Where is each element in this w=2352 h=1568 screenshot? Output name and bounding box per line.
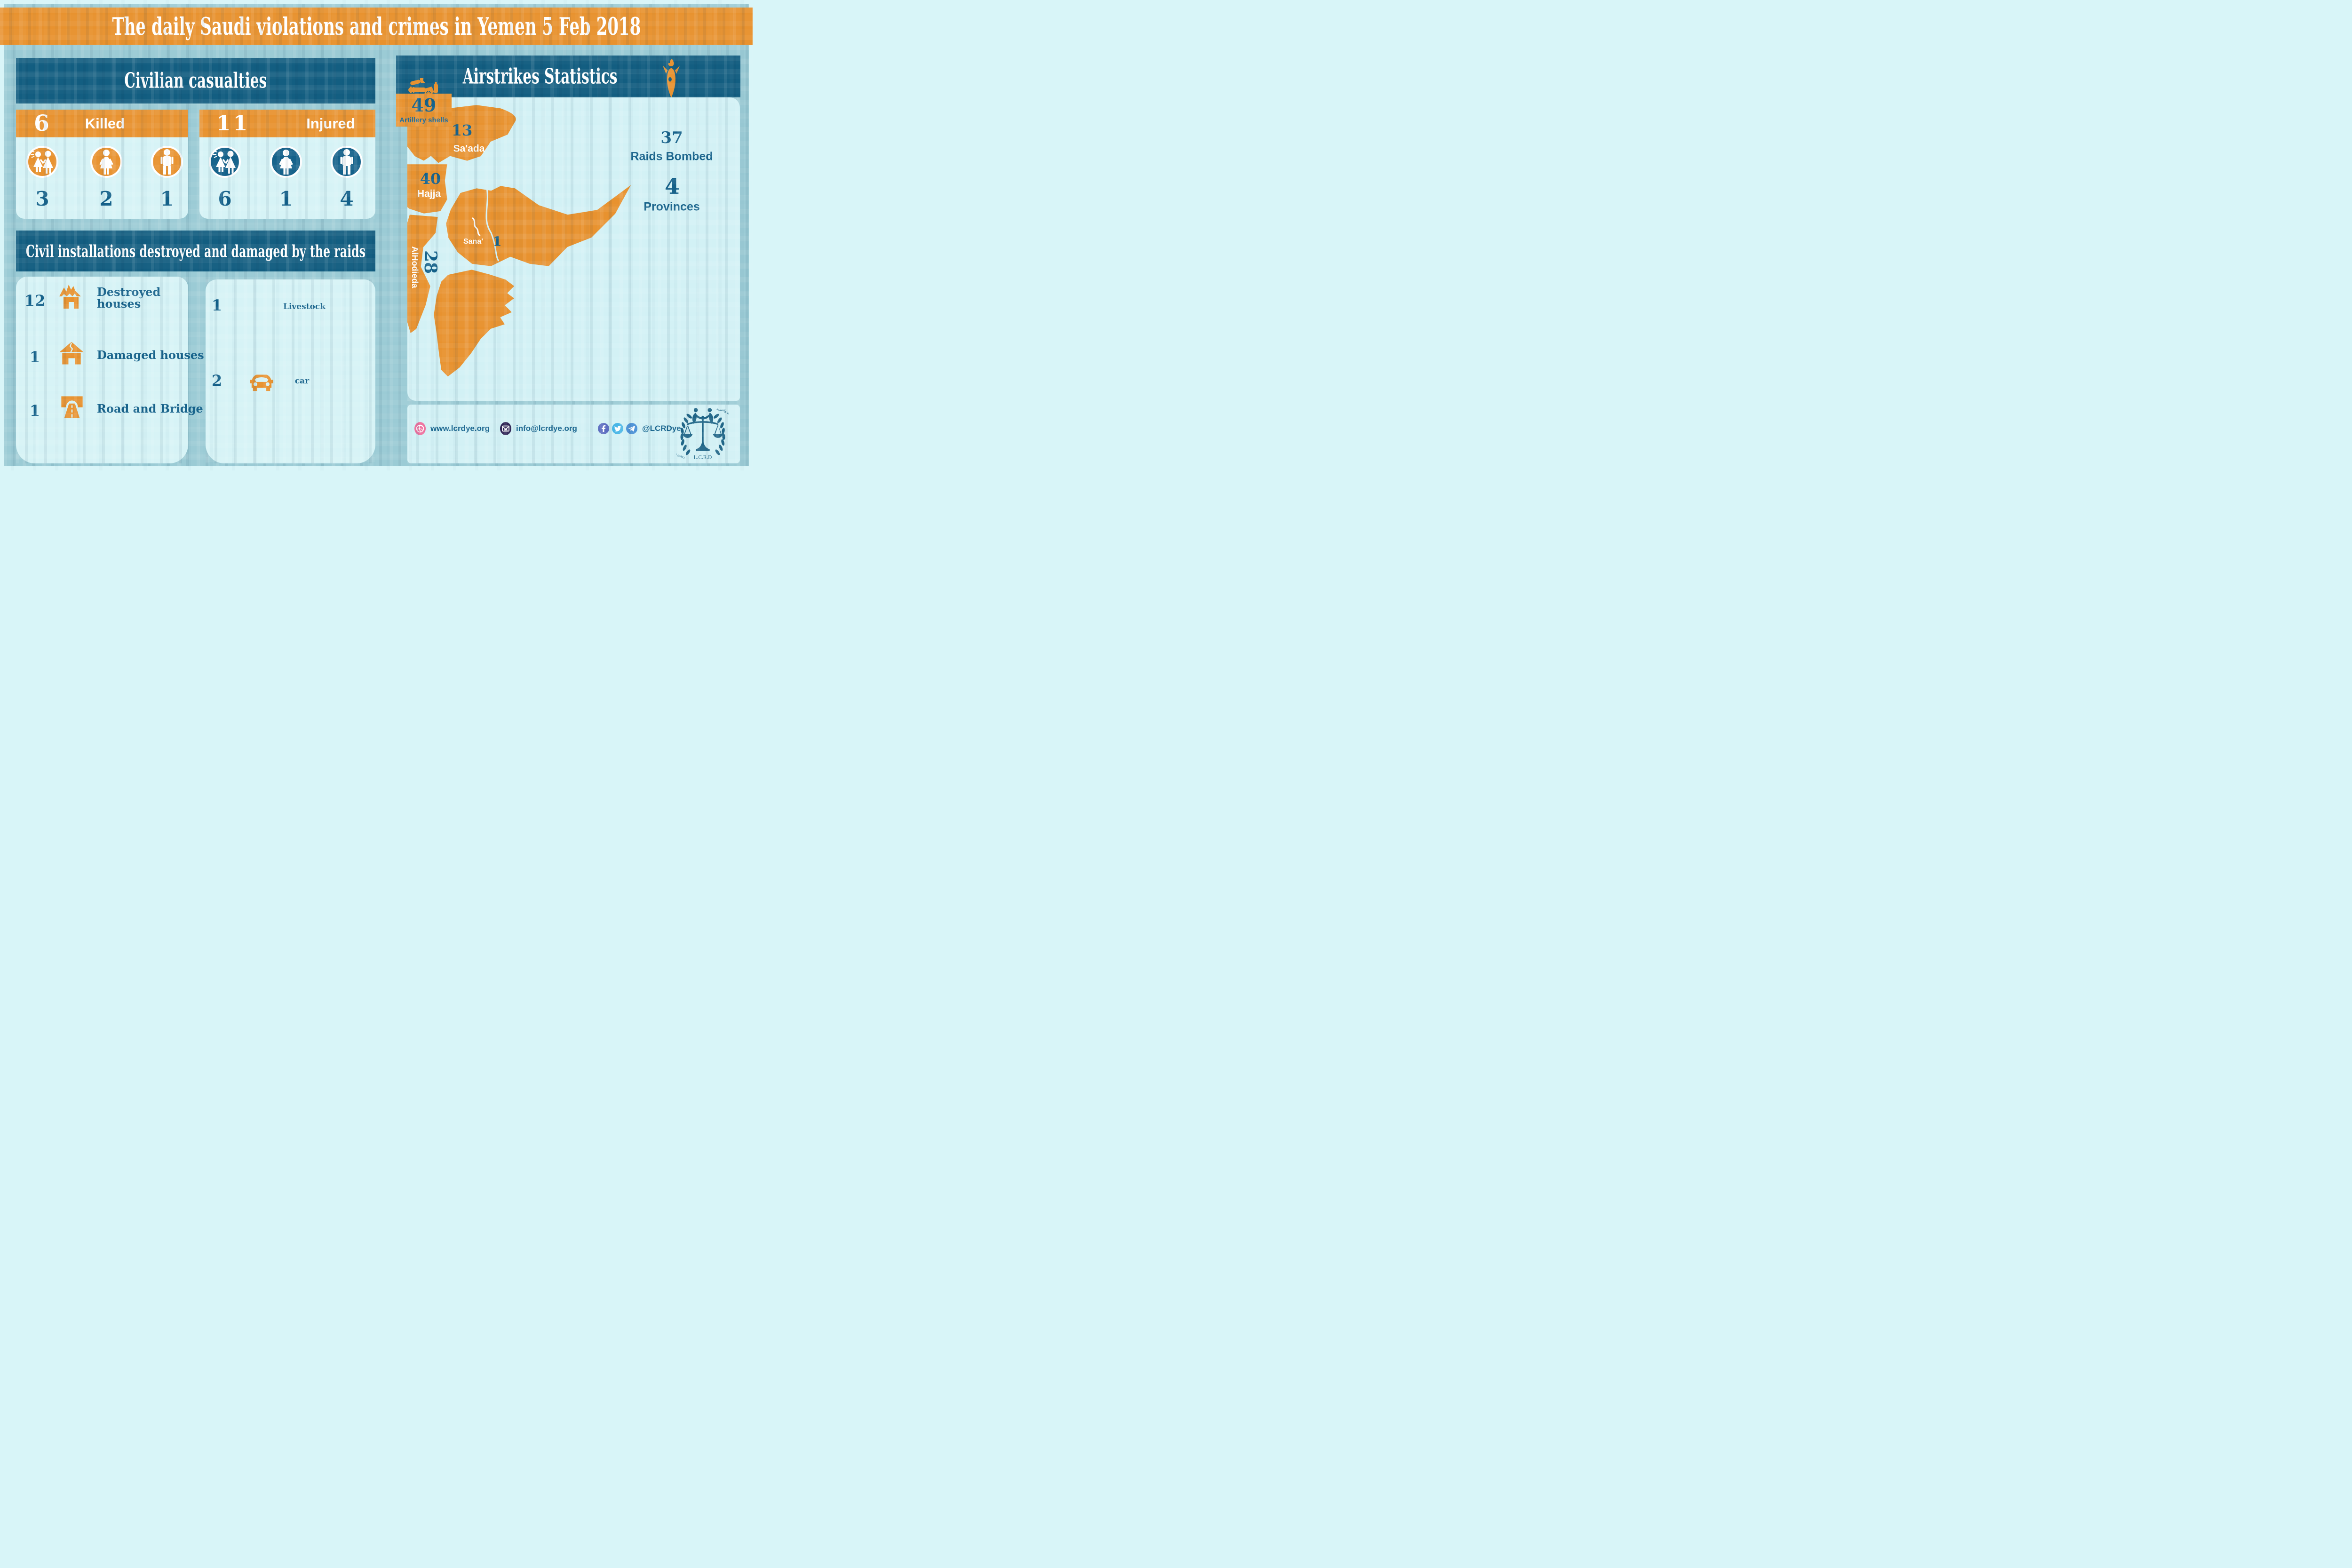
map-region-east-mass: [445, 182, 634, 268]
road-bridge-icon: [61, 396, 83, 418]
airstrikes-header-block: Airstrikes Statistics: [396, 56, 740, 98]
killed-bar: 6 Killed: [16, 110, 188, 137]
alhodieda-label: AlHodieda: [410, 246, 420, 288]
installations-card-left: 12 Destroyed houses 1 Damaged houses 1: [16, 277, 204, 463]
killed-women-count: 2: [99, 187, 113, 210]
twitter-icon[interactable]: [612, 422, 624, 435]
children-couple-icon: [209, 146, 241, 178]
injured-label: Injured: [306, 115, 355, 132]
injured-total: 11: [216, 111, 250, 135]
artillery-label: Artillery shells: [399, 116, 448, 124]
injured-children-count: 6: [218, 187, 232, 210]
facebook-icon[interactable]: [597, 422, 610, 435]
lcrd-logo: Legal Center for Rights and Development …: [676, 407, 729, 460]
livestock-count: 1: [211, 296, 222, 314]
website-text: www.lcrdye.org: [430, 424, 490, 433]
woman-icon: [90, 146, 122, 178]
children-couple-icon: [26, 146, 58, 178]
car-count: 2: [211, 372, 222, 390]
injured-bar: 11 Injured: [199, 110, 375, 137]
page-title: The daily Saudi violations and crimes in…: [112, 12, 641, 41]
website-item[interactable]: www.lcrdye.org: [414, 422, 490, 436]
map-border-sana: [485, 188, 500, 262]
casualties-header-block: Civilian casualties: [16, 58, 375, 103]
car-label: car: [294, 376, 310, 386]
injured-women-count: 1: [279, 187, 293, 210]
alhodieda-count: 28: [421, 250, 440, 274]
telegram-icon[interactable]: [626, 422, 638, 435]
bomb-icon: [662, 58, 680, 98]
provinces-label: Provinces: [644, 200, 700, 214]
installations-header-block: Civil installations destroyed and damage…: [16, 231, 375, 271]
social-item[interactable]: @LCRDye: [597, 422, 681, 435]
saada-count: 13: [451, 121, 473, 139]
sana-count: 1: [493, 234, 502, 249]
airstrikes-header: Airstrikes Statistics: [462, 64, 618, 89]
injured-card: 6 1 4: [199, 137, 375, 219]
casualties-header: Civilian casualties: [124, 68, 267, 93]
woman-icon: [270, 146, 302, 178]
killed-children-count: 3: [35, 187, 49, 210]
killed-men-count: 1: [160, 187, 174, 210]
artillery-count: 49: [411, 95, 437, 116]
infographic-canvas: The daily Saudi violations and crimes in…: [0, 0, 753, 470]
email-text: info@lcrdye.org: [516, 424, 577, 433]
damaged-houses-label: Damaged houses: [97, 348, 204, 362]
map-region-south: [432, 268, 516, 378]
man-icon: [331, 146, 363, 178]
logo-acronym: L.C.R.D: [694, 454, 712, 460]
road-bridge-label: Road and Bridge: [97, 402, 203, 415]
damaged-houses-count: 1: [29, 348, 40, 366]
envelope-icon: [500, 422, 511, 435]
sana-label: Sana': [463, 238, 484, 246]
title-banner: The daily Saudi violations and crimes in…: [0, 8, 753, 45]
map-region-hajja: [407, 163, 449, 215]
road-bridge-count: 1: [29, 402, 40, 420]
airstrikes-map-panel: 13 Sa'ada 40 Hajja Sana' 1 AlHodieda 28 …: [407, 97, 740, 401]
saada-label: Sa'ada: [453, 143, 485, 154]
damaged-house-icon: [59, 342, 84, 365]
raids-count: 37: [660, 128, 683, 147]
livestock-label: Livestock: [283, 302, 326, 311]
email-item[interactable]: info@lcrdye.org: [500, 422, 577, 436]
killed-label: Killed: [85, 115, 125, 132]
installations-header: Civil installations destroyed and damage…: [25, 241, 366, 261]
destroyed-houses-label: Destroyed houses: [97, 285, 161, 311]
laurel-left-icon: [680, 414, 692, 455]
footer-panel: www.lcrdye.org info@lcrdye.org: [407, 405, 740, 463]
hajja-label: Hajja: [417, 188, 441, 199]
destroyed-houses-count: 12: [24, 292, 46, 310]
provinces-count: 4: [664, 174, 680, 199]
map-region-alhodieda: [407, 213, 439, 335]
social-handle-text: @LCRDye: [642, 424, 681, 433]
yemen-map: [407, 103, 634, 378]
laurel-right-icon: [714, 414, 725, 455]
installations-card-right: 1 Livestock 2 car: [206, 279, 375, 463]
killed-card: 3 2 1: [16, 137, 188, 219]
artillery-box: 49 Artillery shells: [396, 94, 452, 127]
raids-label: Raids Bombed: [630, 150, 713, 163]
map-lake-outline: [471, 217, 481, 237]
dribbble-icon: [414, 422, 426, 435]
car-icon: [250, 374, 273, 391]
destroyed-house-icon: [59, 285, 81, 309]
killed-total: 6: [34, 111, 49, 136]
injured-men-count: 4: [340, 187, 354, 210]
man-icon: [151, 146, 183, 178]
hajja-count: 40: [420, 170, 441, 188]
